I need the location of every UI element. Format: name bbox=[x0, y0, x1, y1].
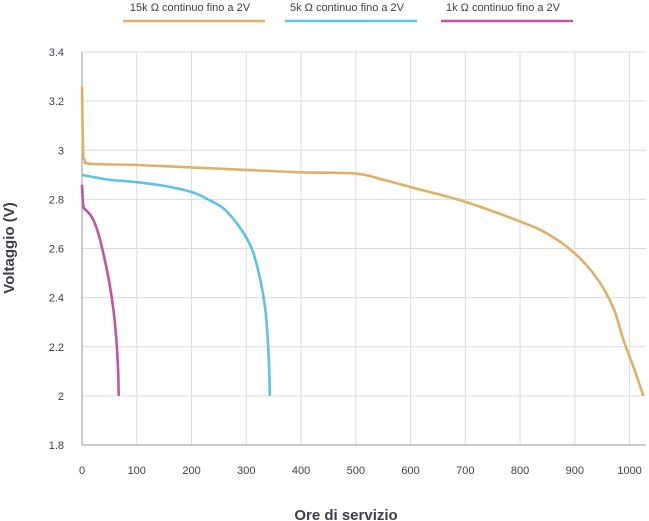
legend-label: 1k Ω continuo fino a 2V bbox=[446, 2, 561, 14]
y-tick-label: 2 bbox=[58, 391, 64, 403]
x-tick-label: 800 bbox=[511, 465, 529, 477]
legend-item: 5k Ω continuo fino a 2V bbox=[285, 2, 417, 23]
y-axis-title: Voltaggio (V) bbox=[1, 202, 18, 293]
series-1k-line bbox=[80, 184, 120, 396]
x-tick-label: 200 bbox=[182, 465, 200, 477]
y-tick-label: 3 bbox=[58, 145, 64, 157]
y-tick-label: 2.8 bbox=[49, 194, 64, 206]
x-tick-label: 300 bbox=[237, 465, 255, 477]
x-tick-label: 0 bbox=[79, 465, 85, 477]
tick-labels: 0 100 200 300 400 500 600 700 800 900 1000 1.8 2 2.2 2… bbox=[49, 47, 642, 477]
x-tick-label: 400 bbox=[292, 465, 310, 477]
series-lines bbox=[80, 86, 645, 397]
legend-label: 15k Ω continuo fino a 2V bbox=[130, 2, 251, 14]
legend-label: 5k Ω continuo fino a 2V bbox=[290, 2, 405, 14]
y-tick-label: 2.4 bbox=[49, 293, 64, 305]
grid-lines bbox=[82, 51, 646, 445]
y-tick-label: 2.2 bbox=[49, 342, 64, 354]
x-tick-label: 1000 bbox=[617, 465, 641, 477]
x-tick-label: 500 bbox=[347, 465, 365, 477]
y-tick-label: 2.6 bbox=[49, 244, 64, 256]
x-tick-label: 900 bbox=[566, 465, 584, 477]
y-tick-label: 3.2 bbox=[49, 96, 64, 108]
x-axis-title: Ore di servizio bbox=[294, 507, 397, 521]
legend-item: 15k Ω continuo fino a 2V bbox=[123, 2, 265, 23]
y-tick-label: 1.8 bbox=[49, 440, 64, 452]
series-15k-line bbox=[80, 86, 645, 397]
legend: 15k Ω continuo fino a 2V 5k Ω continuo fi… bbox=[123, 2, 573, 23]
x-tick-label: 100 bbox=[128, 465, 146, 477]
y-tick-label: 3.4 bbox=[49, 47, 64, 59]
x-tick-label: 700 bbox=[456, 465, 474, 477]
series-5k-line bbox=[81, 173, 272, 396]
legend-item: 1k Ω continuo fino a 2V bbox=[441, 2, 573, 23]
x-tick-label: 600 bbox=[401, 465, 419, 477]
